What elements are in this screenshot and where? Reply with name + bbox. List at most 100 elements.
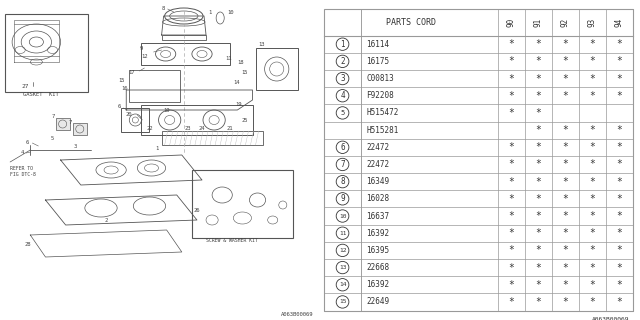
Text: 11: 11 <box>225 55 232 60</box>
Text: 6: 6 <box>26 140 29 145</box>
Text: *: * <box>508 194 514 204</box>
Bar <box>141 43 230 65</box>
Text: 7: 7 <box>69 121 72 125</box>
Text: *: * <box>589 56 595 66</box>
Text: *: * <box>563 159 568 170</box>
Text: 18: 18 <box>237 60 244 65</box>
Text: 10: 10 <box>227 10 234 14</box>
Text: 7: 7 <box>340 160 345 169</box>
Text: 3: 3 <box>74 145 77 149</box>
Text: A063B00069: A063B00069 <box>593 317 630 320</box>
Text: PARTS CORD: PARTS CORD <box>386 18 436 27</box>
Text: *: * <box>535 91 541 101</box>
Text: 16175: 16175 <box>366 57 389 66</box>
Text: *: * <box>616 91 623 101</box>
Text: *: * <box>616 142 623 152</box>
Bar <box>121 108 150 132</box>
Text: 5: 5 <box>51 135 54 140</box>
Text: *: * <box>508 142 514 152</box>
Text: 16637: 16637 <box>366 212 389 220</box>
Text: 14: 14 <box>339 282 346 287</box>
Text: 24: 24 <box>199 125 205 131</box>
Text: *: * <box>616 125 623 135</box>
Text: *: * <box>616 159 623 170</box>
Text: *: * <box>535 297 541 307</box>
Text: 93: 93 <box>588 18 597 27</box>
Text: *: * <box>508 91 514 101</box>
Text: *: * <box>535 125 541 135</box>
Text: 26: 26 <box>194 207 200 212</box>
Text: 20: 20 <box>126 113 132 117</box>
Text: 19: 19 <box>235 101 242 107</box>
Text: 9: 9 <box>340 194 345 203</box>
Text: *: * <box>535 211 541 221</box>
Text: 8: 8 <box>162 5 165 11</box>
Text: 5: 5 <box>340 110 345 116</box>
Bar <box>255 48 298 90</box>
Text: *: * <box>535 177 541 187</box>
Text: GASKET  KIT: GASKET KIT <box>22 92 58 97</box>
Text: *: * <box>563 56 568 66</box>
Text: 16392: 16392 <box>366 280 389 289</box>
Text: *: * <box>535 245 541 255</box>
Text: C00813: C00813 <box>366 74 394 83</box>
Text: 90: 90 <box>507 18 516 27</box>
Text: 22649: 22649 <box>366 297 389 307</box>
Text: *: * <box>535 228 541 238</box>
Text: *: * <box>616 297 623 307</box>
Text: 1: 1 <box>340 40 345 49</box>
Bar <box>161 131 262 145</box>
Text: *: * <box>616 74 623 84</box>
Text: 22472: 22472 <box>366 143 389 152</box>
Text: 12: 12 <box>339 248 346 253</box>
Text: *: * <box>563 280 568 290</box>
Text: *: * <box>563 228 568 238</box>
Text: *: * <box>589 125 595 135</box>
Text: 1: 1 <box>155 146 158 150</box>
Text: SCREW & WASHER KIT: SCREW & WASHER KIT <box>207 238 258 244</box>
Text: *: * <box>535 280 541 290</box>
Text: 6: 6 <box>118 103 121 108</box>
Text: 15: 15 <box>241 69 248 75</box>
Text: *: * <box>508 56 514 66</box>
Text: 2: 2 <box>340 57 345 66</box>
Text: *: * <box>508 280 514 290</box>
Text: 11: 11 <box>339 231 346 236</box>
Text: *: * <box>589 245 595 255</box>
Text: *: * <box>616 263 623 273</box>
Text: *: * <box>508 228 514 238</box>
Text: *: * <box>616 194 623 204</box>
Text: 27: 27 <box>22 84 29 90</box>
Text: *: * <box>589 159 595 170</box>
Text: *: * <box>563 211 568 221</box>
Text: *: * <box>508 39 514 49</box>
Text: *: * <box>616 177 623 187</box>
Text: FIG DTC-8: FIG DTC-8 <box>10 172 36 177</box>
Text: *: * <box>535 159 541 170</box>
Bar <box>192 170 293 238</box>
Text: *: * <box>563 142 568 152</box>
Text: 3: 3 <box>340 74 345 83</box>
Text: *: * <box>508 263 514 273</box>
Bar <box>5 14 88 92</box>
Text: 22472: 22472 <box>366 160 389 169</box>
Text: *: * <box>589 228 595 238</box>
Text: *: * <box>589 91 595 101</box>
Text: 91: 91 <box>534 18 543 27</box>
Text: 4: 4 <box>340 91 345 100</box>
Text: *: * <box>589 194 595 204</box>
Text: *: * <box>589 142 595 152</box>
Text: *: * <box>508 159 514 170</box>
Text: *: * <box>563 74 568 84</box>
Text: 2: 2 <box>104 218 108 222</box>
Text: *: * <box>508 108 514 118</box>
Text: *: * <box>589 39 595 49</box>
Text: *: * <box>535 39 541 49</box>
Text: *: * <box>535 108 541 118</box>
Text: 22: 22 <box>146 125 153 131</box>
Text: *: * <box>508 211 514 221</box>
Text: 13: 13 <box>339 265 346 270</box>
Text: 6: 6 <box>340 143 345 152</box>
Text: *: * <box>535 56 541 66</box>
Text: 16028: 16028 <box>366 194 389 203</box>
